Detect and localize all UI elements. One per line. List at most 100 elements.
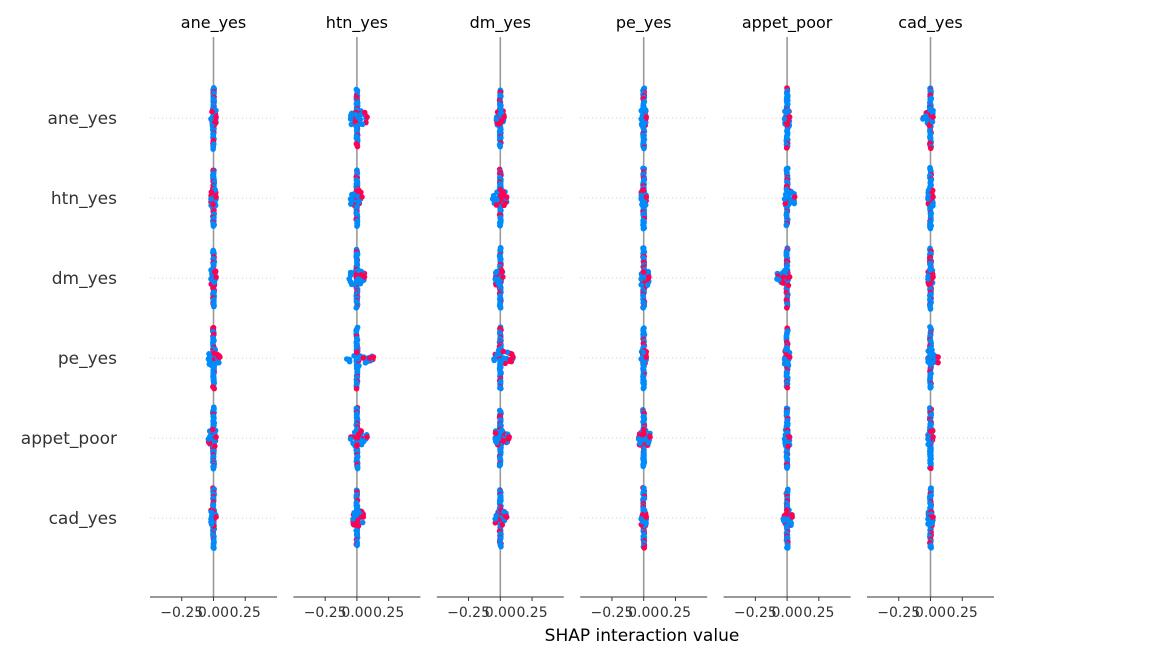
- shap-point: [645, 274, 652, 280]
- shap-point: [353, 305, 360, 311]
- shap-point: [356, 188, 362, 195]
- shap-point: [640, 225, 647, 232]
- interaction-row: [638, 245, 652, 311]
- shap-point: [210, 465, 217, 472]
- shap-point: [927, 361, 934, 368]
- shap-point: [354, 443, 360, 449]
- shap-point: [357, 280, 363, 287]
- shap-point: [791, 194, 798, 200]
- shap-point: [210, 146, 216, 152]
- shap-point: [208, 196, 214, 202]
- interaction-row: [347, 86, 370, 150]
- shap-point: [927, 266, 934, 273]
- shap-point: [643, 114, 650, 120]
- shap-point: [783, 222, 790, 229]
- shap-point: [355, 276, 362, 282]
- shap-point: [935, 354, 941, 360]
- panel: dm_yes −0.250.00 0.25: [436, 13, 564, 621]
- shap-point: [791, 200, 798, 207]
- interaction-row: [925, 245, 936, 312]
- shap-point: [354, 123, 360, 129]
- shap-point: [347, 196, 354, 202]
- shap-point: [500, 348, 507, 355]
- shap-point: [643, 194, 650, 200]
- shap-point: [640, 385, 647, 392]
- shap-point: [498, 543, 504, 550]
- shap-point: [359, 519, 366, 526]
- shap-point: [493, 202, 500, 208]
- shap-point: [785, 108, 792, 115]
- shap-point: [353, 349, 360, 356]
- shap-point: [213, 114, 219, 120]
- interaction-row: [208, 84, 219, 152]
- shap-point: [783, 187, 790, 194]
- shap-point: [501, 202, 507, 209]
- shap-point: [492, 436, 499, 442]
- shap-point: [499, 521, 506, 528]
- row-label: htn_yes: [51, 189, 117, 209]
- shap-point: [211, 362, 218, 368]
- shap-point: [209, 108, 215, 115]
- shap-point: [930, 434, 936, 440]
- shap-point: [213, 434, 219, 440]
- shap-point: [351, 281, 358, 287]
- shap-point: [209, 426, 216, 433]
- interaction-row: [492, 407, 512, 469]
- panel-title: cad_yes: [898, 13, 962, 33]
- shap-point: [935, 359, 941, 366]
- shap-point: [784, 507, 790, 513]
- shap-point: [208, 521, 215, 528]
- shap-point: [496, 222, 503, 229]
- interaction-row: [781, 325, 793, 391]
- x-tick-label: −0.25: [734, 605, 777, 621]
- shap-point: [640, 463, 647, 470]
- shap-point: [493, 116, 500, 122]
- interaction-row: [208, 247, 219, 310]
- interaction-row: [781, 85, 793, 151]
- shap-point: [782, 346, 789, 353]
- panel-title: ane_yes: [181, 13, 246, 33]
- shap-point: [503, 514, 510, 520]
- shap-point: [929, 520, 936, 526]
- interaction-row: [346, 246, 368, 311]
- shap-point: [211, 385, 218, 392]
- shap-point: [211, 545, 217, 551]
- shap-point: [210, 201, 216, 208]
- shap-point: [364, 434, 370, 440]
- shap-point: [498, 106, 504, 113]
- interaction-row: [925, 164, 936, 232]
- shap-point: [784, 511, 790, 518]
- shap-point: [208, 189, 215, 195]
- shap-point: [510, 354, 516, 360]
- shap-point: [208, 509, 215, 515]
- row-label: pe_yes: [58, 349, 117, 369]
- shap-point: [347, 269, 354, 276]
- shap-point: [781, 196, 788, 202]
- shap-point: [645, 440, 652, 446]
- shap-point: [354, 542, 360, 549]
- shap-point: [211, 268, 218, 275]
- shap-point: [348, 201, 354, 207]
- shap-point: [637, 440, 643, 447]
- shap-point: [784, 121, 791, 128]
- shap-point: [927, 145, 934, 152]
- shap-point: [361, 274, 368, 280]
- shap-point: [783, 145, 790, 151]
- shap-point: [929, 118, 936, 125]
- x-tick-label: 0.25: [516, 605, 547, 621]
- shap-point: [343, 356, 350, 362]
- shap-point: [213, 194, 219, 200]
- x-tick-label: −0.25: [877, 605, 920, 621]
- x-tick-label: 0.25: [660, 605, 691, 621]
- interaction-row: [489, 166, 510, 229]
- interaction-row: [925, 405, 936, 472]
- shap-point: [355, 431, 362, 438]
- x-axis-label: SHAP interaction value: [545, 626, 740, 646]
- interaction-row: [493, 87, 507, 150]
- shap-point: [787, 189, 794, 196]
- shap-point: [930, 114, 936, 120]
- shap-point: [501, 114, 507, 120]
- shap-point: [927, 428, 934, 435]
- shap-point: [354, 465, 361, 472]
